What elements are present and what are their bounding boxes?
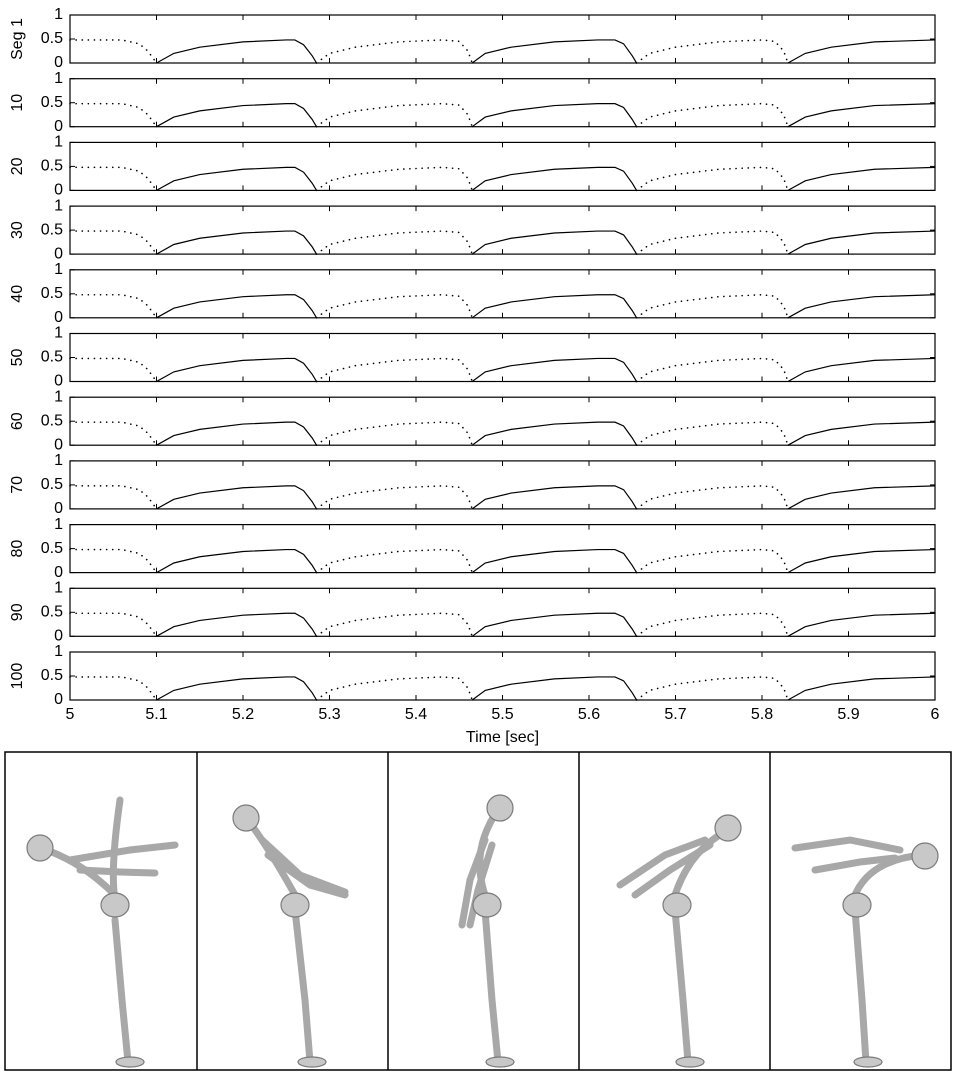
series-line: [155, 485, 936, 510]
y-tick-label: 0.5: [41, 604, 63, 621]
series-line: [155, 548, 936, 574]
y-axis-label: 50: [9, 349, 26, 367]
axes-box: [69, 332, 936, 383]
axes-box: [69, 396, 936, 446]
y-tick-label: 1: [54, 643, 63, 660]
y-tick-label: 0.5: [41, 349, 63, 366]
x-tick-label: 5.1: [145, 706, 167, 723]
axes-box: [69, 587, 936, 637]
y-tick-label: 0: [54, 245, 63, 262]
y-tick-label: 0: [54, 564, 63, 581]
y-axis-label: 80: [9, 540, 26, 558]
series-line: [69, 166, 789, 192]
y-axis-label: 10: [9, 94, 26, 112]
series-line: [155, 612, 936, 637]
y-tick-label: 0.5: [41, 412, 63, 429]
y-tick-label: 0.5: [41, 476, 63, 493]
y-tick-label: 0: [54, 118, 63, 135]
y-axis-label: Seg 1: [9, 18, 26, 60]
axes-box: [69, 460, 936, 510]
y-tick-label: 0.5: [41, 30, 63, 47]
series-line: [155, 676, 936, 701]
y-tick-label: 0.5: [41, 285, 63, 302]
y-tick-label: 1: [54, 325, 63, 342]
y-tick-label: 0.5: [41, 540, 63, 557]
axes-box: [69, 651, 936, 701]
series-line: [155, 357, 936, 383]
x-tick-label: 5.8: [751, 706, 773, 723]
y-tick-label: 0.5: [41, 94, 63, 111]
y-tick-label: 1: [54, 70, 63, 87]
series-line: [69, 102, 789, 128]
series-line: [69, 230, 789, 255]
frame-border: [4, 751, 952, 1071]
y-tick-label: 1: [54, 134, 63, 151]
series-line: [69, 676, 789, 701]
skeleton: [616, 814, 742, 1068]
axes-box: [69, 523, 936, 574]
x-tick-label: 6: [931, 706, 940, 723]
x-tick-label: 5.5: [491, 706, 513, 723]
series-line: [69, 357, 789, 383]
series-line: [69, 39, 789, 64]
axes-box: [69, 269, 936, 319]
skeleton-frames: [4, 751, 952, 1071]
x-tick-label: 5.4: [405, 706, 427, 723]
y-axis-label: 60: [9, 412, 26, 430]
y-tick-label: 1: [54, 452, 63, 469]
y-tick-label: 0: [54, 309, 63, 326]
y-tick-label: 1: [54, 197, 63, 214]
y-tick-label: 1: [54, 580, 63, 597]
series-line: [69, 612, 789, 638]
y-axis-label: 20: [9, 157, 26, 175]
y-tick-label: 0.5: [41, 667, 63, 684]
axes-box: [69, 141, 936, 191]
y-tick-label: 0: [54, 182, 63, 199]
x-tick-label: 5.9: [837, 706, 859, 723]
skeleton: [791, 836, 939, 1068]
series-line: [69, 548, 789, 574]
series-line: [155, 103, 936, 128]
y-tick-label: 0: [54, 691, 63, 708]
series-line: [155, 39, 936, 64]
series-line: [69, 421, 789, 446]
series-line: [155, 166, 936, 191]
x-tick-label: 5.6: [578, 706, 600, 723]
series-line: [69, 485, 789, 510]
series-line: [155, 421, 936, 446]
series-line: [69, 293, 789, 319]
axes-box: [69, 205, 936, 255]
y-tick-label: 0: [54, 373, 63, 390]
y-tick-label: 0: [54, 436, 63, 453]
y-tick-label: 0: [54, 54, 63, 71]
series-line: [155, 230, 936, 255]
y-tick-label: 0.5: [41, 158, 63, 175]
y-tick-label: 1: [54, 261, 63, 278]
axes-box: [69, 14, 936, 64]
y-axis-label: 70: [9, 476, 26, 494]
x-axis-label: Time [sec]: [466, 729, 539, 746]
x-tick-label: 5.7: [664, 706, 686, 723]
y-tick-label: 0: [54, 628, 63, 645]
x-tick-label: 5.2: [232, 706, 254, 723]
x-tick-label: 5: [66, 706, 75, 723]
axes-box: [69, 78, 936, 128]
skeleton: [26, 796, 179, 1068]
y-axis-label: 40: [9, 285, 26, 303]
y-tick-label: 0: [54, 500, 63, 517]
x-tick-label: 5.3: [318, 706, 340, 723]
y-axis-label: 90: [9, 603, 26, 621]
y-axis-label: 30: [9, 221, 26, 239]
y-tick-label: 1: [54, 6, 63, 23]
skeleton: [232, 804, 349, 1068]
skeleton: [458, 794, 515, 1068]
series-line: [155, 294, 936, 319]
y-tick-label: 0.5: [41, 221, 63, 238]
y-axis-label: 100: [9, 663, 26, 690]
y-tick-label: 1: [54, 388, 63, 405]
y-tick-label: 1: [54, 516, 63, 533]
